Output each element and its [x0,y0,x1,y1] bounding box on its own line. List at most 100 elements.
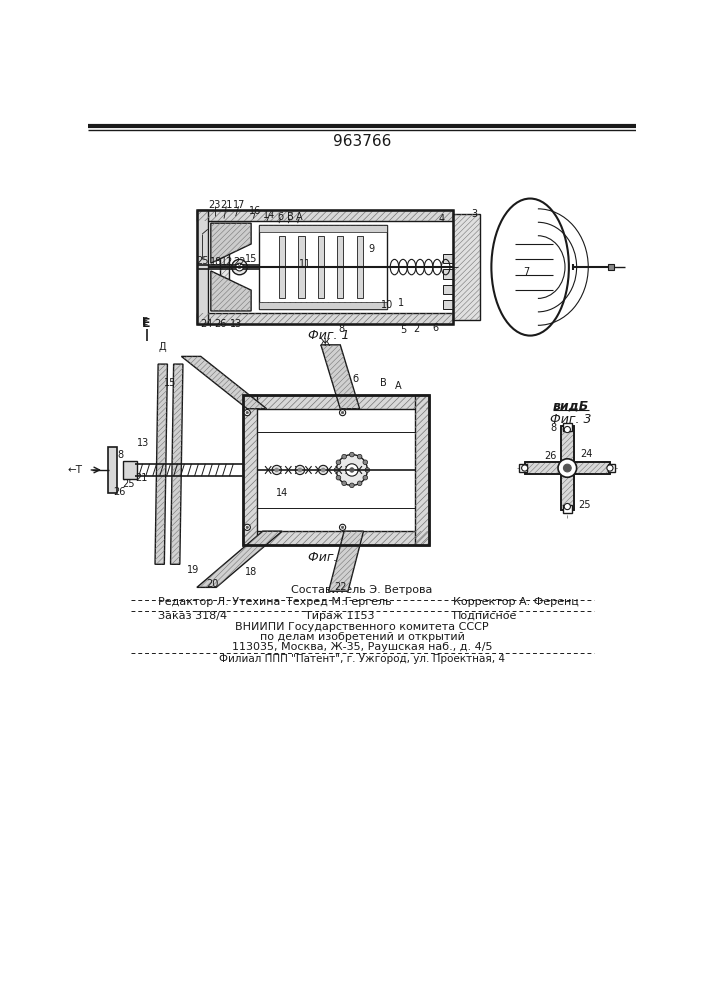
Text: 8: 8 [118,450,124,460]
Circle shape [357,481,362,486]
Bar [452,214,480,320]
Text: 22: 22 [233,257,246,267]
Circle shape [296,465,305,475]
Text: 5: 5 [401,325,407,335]
Text: 22: 22 [334,582,346,592]
Text: Корректор А. Ференц: Корректор А. Ференц [452,597,578,607]
Circle shape [235,263,243,271]
Text: Фиг. 2: Фиг. 2 [308,551,349,564]
Text: 6: 6 [433,323,438,333]
Text: 14: 14 [276,488,288,498]
Text: 2: 2 [413,324,419,334]
Text: Заказ 318/4: Заказ 318/4 [158,611,227,621]
Circle shape [563,464,571,472]
Text: 3: 3 [472,209,477,219]
Text: 14: 14 [263,210,275,220]
Text: 21: 21 [220,200,233,210]
Text: 25: 25 [122,479,135,489]
Bar [443,300,452,309]
Text: 20: 20 [206,579,218,589]
Text: 1: 1 [397,298,404,308]
Circle shape [341,454,346,459]
Circle shape [564,503,571,510]
Bar [525,462,610,474]
Bar [519,464,527,472]
Bar [220,225,230,309]
Text: 26: 26 [214,319,226,329]
Text: Ж: Ж [320,338,330,348]
Bar [243,395,429,409]
Text: В: В [380,378,386,388]
Circle shape [334,468,339,472]
Circle shape [346,464,358,476]
Polygon shape [329,531,363,591]
Text: 4: 4 [439,214,445,224]
Bar [197,210,452,324]
Bar [279,236,285,298]
Polygon shape [155,364,168,564]
Polygon shape [321,345,360,409]
Text: 8: 8 [339,324,345,334]
Text: 9: 9 [368,244,374,254]
Circle shape [244,410,250,416]
Polygon shape [182,356,267,409]
Bar [563,423,572,431]
Text: Е: Е [142,317,151,330]
Circle shape [272,465,281,475]
Bar [443,285,452,294]
Text: Филиал ППП "Патент", г. Ужгород, ул. Проектная, 4: Филиал ППП "Патент", г. Ужгород, ул. Про… [219,654,505,664]
Bar [607,264,614,270]
Bar [107,447,117,493]
Text: б: б [353,374,359,384]
Circle shape [365,468,370,472]
Bar [298,236,305,298]
Text: 15: 15 [163,378,176,388]
Text: 19: 19 [187,565,199,575]
Text: 18: 18 [210,257,223,267]
Bar [197,313,452,324]
Text: А: А [395,381,402,391]
Text: 13: 13 [136,438,148,448]
Ellipse shape [491,199,569,336]
Bar [356,236,363,298]
Circle shape [246,411,248,414]
Circle shape [341,411,344,414]
Text: Техред М.Гергель: Техред М.Гергель [286,597,392,607]
Text: 24: 24 [580,449,593,459]
Circle shape [522,465,528,471]
Bar [259,225,387,309]
Text: по делам изобретений и открытий: по делам изобретений и открытий [259,632,464,642]
Bar [443,269,452,279]
Polygon shape [170,364,183,564]
Text: 18: 18 [245,567,257,577]
Text: 12: 12 [221,257,233,267]
Text: 10: 10 [380,300,393,310]
Bar [525,462,610,474]
Text: 24: 24 [200,319,212,329]
Bar [208,221,452,313]
Bar [337,236,344,298]
Text: 25: 25 [578,500,590,510]
Circle shape [336,460,341,465]
Text: Составитель Э. Ветрова: Составитель Э. Ветрова [291,585,433,595]
Bar [259,302,387,309]
Text: 7: 7 [523,267,530,277]
Circle shape [349,468,354,472]
Text: Редактор Л. Утехина: Редактор Л. Утехина [158,597,281,607]
Text: 13: 13 [230,319,242,329]
Text: б: б [278,212,284,222]
Circle shape [357,454,362,459]
Circle shape [275,468,279,472]
Bar [243,531,429,545]
Text: ВНИИПИ Государственного комитета СССР: ВНИИПИ Государственного комитета СССР [235,622,489,632]
Bar [607,464,615,472]
Text: Е: Е [142,317,148,327]
Bar [123,461,137,479]
Text: Подписное: Подписное [452,611,517,621]
Circle shape [339,410,346,416]
Text: 8: 8 [550,423,556,433]
Circle shape [321,468,325,472]
Text: 16: 16 [249,206,261,216]
Bar [563,505,572,513]
Circle shape [341,481,346,486]
